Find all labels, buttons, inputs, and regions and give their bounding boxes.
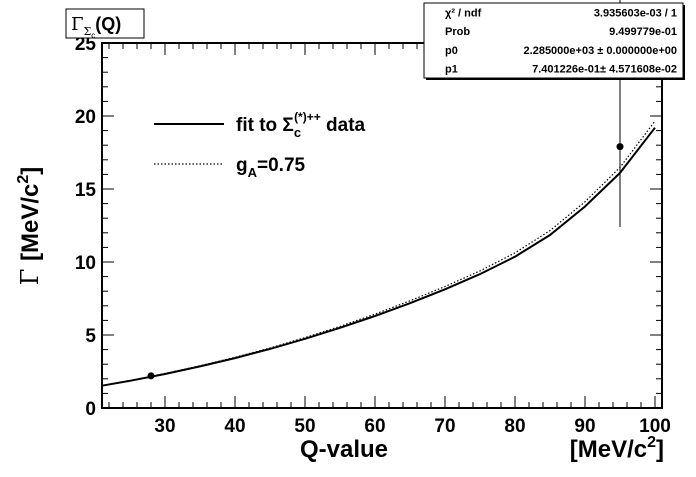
- legend-ga-text: g: [236, 155, 248, 176]
- data-point: [147, 372, 155, 380]
- title-sub-main: Σ: [84, 25, 92, 38]
- x-tick-label: 50: [294, 416, 315, 437]
- x-tick-label: 40: [224, 416, 245, 437]
- chart-title: ΓΣc(Q): [71, 14, 121, 40]
- stats-value: 7.401226e-01± 4.571608e-02: [532, 64, 677, 76]
- plot-frame: [101, 42, 663, 409]
- y-label-sup: 2: [15, 175, 32, 184]
- x-unit-sup: 2: [647, 434, 656, 451]
- x-axis-label: Q-value: [300, 436, 388, 463]
- title-gamma: Γ: [71, 14, 84, 35]
- stats-label: p0: [445, 45, 458, 57]
- x-unit-main: [MeV/c: [570, 436, 647, 463]
- y-tick-label: 5: [85, 326, 96, 347]
- y-axis-label: Γ [MeV/c2]: [15, 167, 44, 286]
- y-label-gamma: Γ: [16, 261, 44, 285]
- y-tick-label: 10: [75, 253, 96, 274]
- title-sub-sub: c: [91, 31, 95, 40]
- series-line-ga: [101, 120, 656, 386]
- x-axis-unit: [MeV/c2]: [570, 434, 664, 463]
- x-unit-close: ]: [656, 436, 664, 463]
- y-tick-label: 15: [75, 180, 97, 201]
- stats-label: p1: [445, 64, 458, 76]
- x-tick-label: 80: [504, 416, 525, 437]
- y-tick-label: 20: [75, 107, 96, 128]
- y-tick-label: 25: [75, 34, 97, 55]
- title-rest: (Q): [95, 14, 121, 34]
- x-tick-label: 60: [364, 416, 385, 437]
- series-line-fit: [101, 127, 656, 387]
- legend-ga-tail: =0.75: [257, 155, 306, 176]
- stats-box: [423, 2, 684, 79]
- y-tick-label: 0: [85, 399, 96, 420]
- x-tick-label: 90: [574, 416, 595, 437]
- legend-fit-sub: c: [294, 125, 301, 140]
- legend-label-ga: gA=0.75: [236, 155, 306, 180]
- title-box: [65, 8, 145, 39]
- stats-value: 2.285000e+03 ± 0.000000e+00: [524, 45, 677, 57]
- stats-label: χ² / ndf: [445, 7, 482, 19]
- legend-fit-sup: (*)++: [294, 110, 321, 124]
- legend-label-fit: fit to Σc(*)++ data: [236, 110, 366, 140]
- y-label-unit: [MeV/c: [17, 184, 44, 261]
- stats-value: 9.499779e-01: [609, 26, 677, 38]
- legend-fit-tail: data: [321, 115, 366, 136]
- y-label-close: ]: [17, 167, 44, 175]
- legend-fit-text: fit to Σ: [236, 115, 294, 136]
- x-tick-label: 30: [154, 416, 175, 437]
- data-point: [616, 143, 624, 151]
- stats-value: 3.935603e-03 / 1: [594, 7, 677, 19]
- x-tick-label: 100: [639, 416, 671, 437]
- legend-ga-sub: A: [248, 165, 258, 180]
- x-tick-label: 70: [434, 416, 455, 437]
- stats-label: Prob: [445, 26, 470, 38]
